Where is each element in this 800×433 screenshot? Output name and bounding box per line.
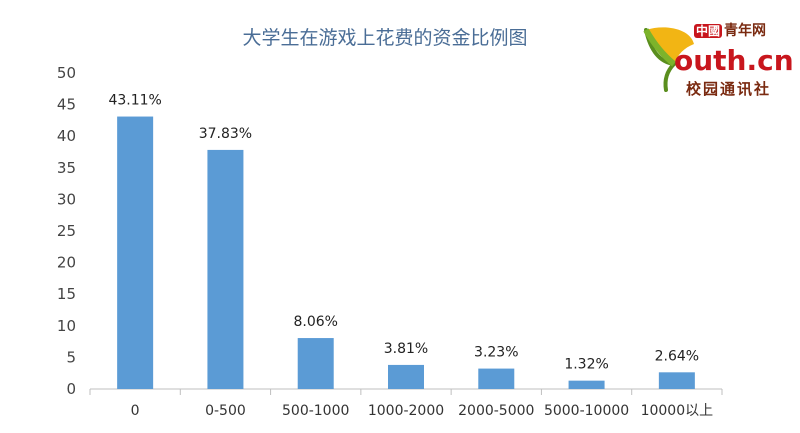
bar (478, 368, 515, 389)
bar (207, 149, 244, 389)
y-tick-label: 50 (57, 64, 76, 82)
y-tick-label: 20 (57, 254, 76, 272)
data-label: 43.11% (108, 93, 161, 109)
data-label: 3.23% (474, 345, 518, 361)
y-tick-label: 45 (57, 96, 76, 114)
x-axis-tick-marks (89, 389, 723, 395)
data-labels: 43.11% 37.83% 8.06% 3.81% 3.23% 1.32% 2.64% (108, 93, 699, 373)
youth-cn-logo: 中國 青年网 outh.cn 校园通讯社 (638, 18, 794, 104)
logo-site-name: 青年网 (724, 23, 767, 39)
y-axis-ticks: 0 5 10 15 20 25 30 35 40 45 50 (57, 64, 76, 398)
logo-subtitle: 校园通讯社 (686, 80, 772, 98)
x-tick-label: 1000-2000 (368, 403, 444, 419)
y-tick-label: 5 (66, 348, 76, 366)
y-tick-label: 40 (57, 127, 76, 145)
y-tick-label: 0 (66, 380, 76, 398)
y-tick-label: 35 (57, 159, 76, 177)
data-label: 37.83% (199, 126, 252, 142)
x-tick-label: 500-1000 (282, 403, 349, 419)
y-tick-label: 25 (57, 222, 76, 240)
x-tick-label: 0-500 (205, 403, 246, 419)
bars (117, 116, 695, 389)
data-label: 3.81% (384, 341, 428, 357)
logo-domain: outh.cn (674, 44, 794, 77)
x-tick-label: 0 (131, 403, 140, 419)
x-tick-label: 5000-10000 (544, 403, 629, 419)
bar (568, 380, 605, 389)
y-tick-label: 15 (57, 285, 76, 303)
y-tick-label: 10 (57, 317, 76, 335)
bar (117, 116, 154, 389)
x-tick-label: 2000-5000 (458, 403, 534, 419)
y-tick-label: 30 (57, 190, 76, 208)
bar (388, 364, 424, 389)
chart-title: 大学生在游戏上花费的资金比例图 (242, 27, 527, 49)
data-label: 1.32% (564, 357, 608, 373)
category-labels: 0 0-500 500-1000 1000-2000 2000-5000 5000-100… (131, 403, 713, 419)
data-label: 8.06% (293, 314, 337, 330)
bar (297, 338, 334, 389)
x-tick-label: 10000以上 (641, 403, 714, 419)
logo-badge: 中國 (694, 24, 723, 38)
bar (658, 372, 695, 389)
logo-top-text: 中國 青年网 (694, 20, 766, 40)
ginkgo-leaf-icon (643, 27, 694, 92)
data-label: 2.64% (655, 348, 699, 364)
